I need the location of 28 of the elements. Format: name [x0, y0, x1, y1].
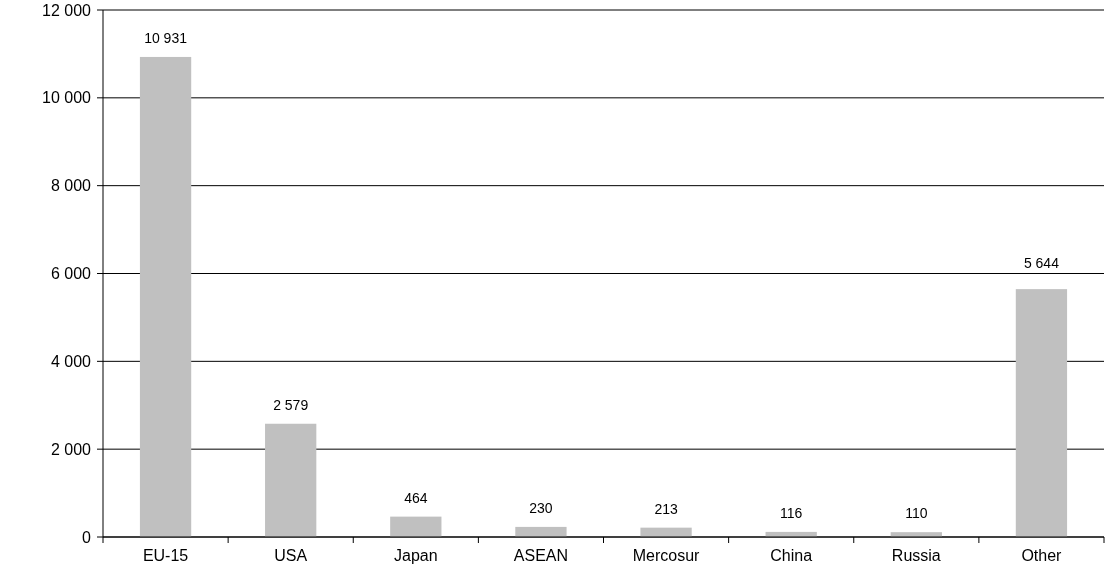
bar [515, 526, 567, 537]
data-label: 230 [529, 499, 553, 516]
y-tick-label: 6 000 [50, 265, 92, 283]
data-label: 2 579 [273, 396, 309, 413]
data-label: 10 931 [144, 29, 188, 46]
y-tick-label: 12 000 [42, 1, 92, 19]
y-tick-label: 2 000 [50, 440, 92, 458]
data-label: 110 [905, 505, 928, 522]
x-tick-label: Russia [891, 547, 941, 564]
x-tick-label: Japan [394, 547, 438, 564]
bar [390, 516, 442, 537]
data-label: 213 [654, 500, 678, 517]
bar [1015, 289, 1068, 537]
x-tick-label: Mercosur [632, 547, 701, 564]
y-tick-label: 8 000 [50, 177, 92, 195]
x-tick-label: Other [1021, 547, 1063, 564]
y-tick-label: 10 000 [42, 89, 92, 107]
x-tick-label: USA [274, 547, 308, 564]
y-tick-label: 4 000 [50, 352, 92, 370]
x-tick-label: ASEAN [513, 547, 569, 564]
data-label: 116 [780, 504, 803, 521]
x-tick-label: EU-15 [142, 547, 189, 564]
data-label: 464 [404, 489, 428, 506]
x-tick-label: China [770, 547, 813, 564]
y-tick-label: 0 [82, 528, 92, 546]
data-label: 5 644 [1023, 254, 1060, 271]
bar [265, 423, 317, 537]
bar [139, 56, 192, 537]
